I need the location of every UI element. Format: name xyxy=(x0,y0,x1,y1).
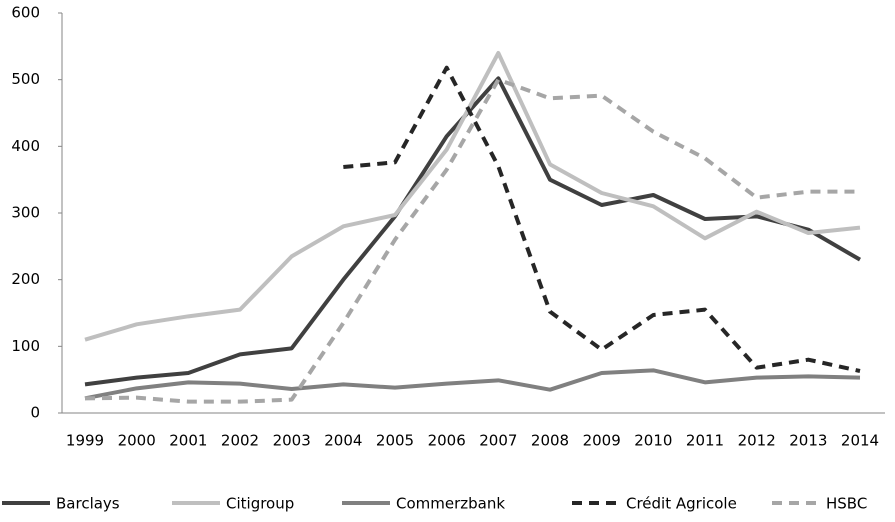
series-line xyxy=(84,77,860,404)
x-tick-label: 1999 xyxy=(66,432,104,450)
series-line xyxy=(84,76,862,387)
legend-label: Citigroup xyxy=(226,495,294,513)
y-tick-label: 400 xyxy=(11,137,40,155)
x-tick-label: 2004 xyxy=(324,432,362,450)
x-tick-label: 2002 xyxy=(221,432,259,450)
x-tick-label: 2012 xyxy=(738,432,776,450)
x-tick-label: 2008 xyxy=(531,432,569,450)
x-tick-label: 2007 xyxy=(479,432,517,450)
legend-label: Barclays xyxy=(56,495,120,513)
series-line xyxy=(343,65,861,373)
x-tick-label: 2006 xyxy=(428,432,466,450)
x-tick-label: 2005 xyxy=(376,432,414,450)
y-tick-label: 500 xyxy=(11,70,40,88)
x-tick-label: 2001 xyxy=(169,432,207,450)
y-tick-label: 100 xyxy=(11,337,40,355)
x-tick-label: 2013 xyxy=(789,432,827,450)
x-tick-label: 2000 xyxy=(118,432,156,450)
x-tick-label: 2009 xyxy=(583,432,621,450)
series-line xyxy=(84,368,861,401)
x-tick-label: 2010 xyxy=(634,432,672,450)
legend-label: HSBC xyxy=(826,495,867,513)
y-tick-label: 300 xyxy=(11,204,40,222)
x-tick-label: 2014 xyxy=(841,432,879,450)
x-tick-label: 2003 xyxy=(273,432,311,450)
y-tick-label: 600 xyxy=(11,4,40,22)
y-tick-label: 0 xyxy=(30,404,40,422)
series-line xyxy=(84,51,861,342)
legend-label: Crédit Agricole xyxy=(626,495,737,513)
y-tick-label: 200 xyxy=(11,270,40,288)
x-tick-label: 2011 xyxy=(686,432,724,450)
legend-label: Commerzbank xyxy=(396,495,505,513)
